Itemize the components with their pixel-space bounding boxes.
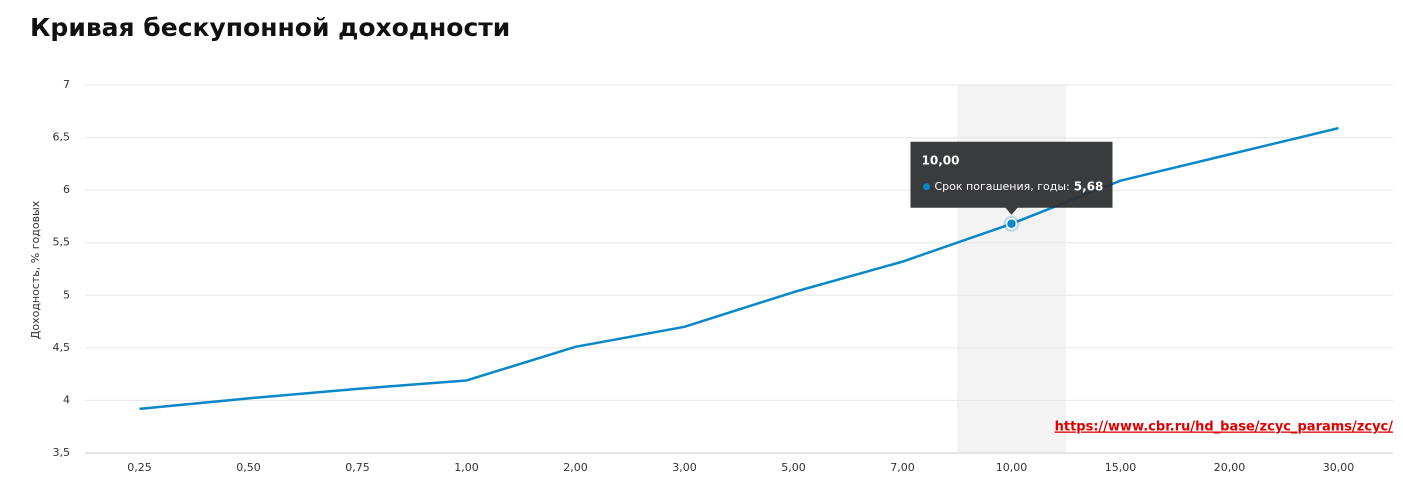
- y-axis-label: Доходность, % годовых: [29, 200, 42, 339]
- y-tick-label: 5,5: [53, 236, 71, 249]
- y-tick-label: 4: [63, 393, 70, 406]
- tooltip-box: [910, 141, 1113, 215]
- source-annotation: https://www.cbr.ru/hd_base/zcyc_params/z…: [1055, 420, 1394, 435]
- x-tick-label: 0,50: [236, 461, 261, 474]
- tooltip-title: 10,00: [922, 153, 960, 167]
- x-tick-label: 7,00: [890, 461, 915, 474]
- x-tick-label: 5,00: [781, 461, 806, 474]
- tooltip-marker: [923, 183, 930, 191]
- x-tick-label: 2,00: [563, 461, 588, 474]
- y-tick-label: 7: [63, 78, 70, 91]
- line-series: [139, 126, 1339, 411]
- tooltip-label: Срок погашения, годы:: [935, 180, 1070, 193]
- tooltip-value: 5,68: [1074, 179, 1104, 193]
- x-tick-label: 3,00: [672, 461, 697, 474]
- x-tick-label: 15,00: [1105, 461, 1137, 474]
- chart-title: Кривая бескупонной доходности: [30, 13, 510, 42]
- x-tick-label: 20,00: [1214, 461, 1246, 474]
- x-tick-label: 30,00: [1323, 461, 1355, 474]
- y-tick-label: 4,5: [53, 341, 71, 354]
- x-tick-label: 0,75: [345, 461, 370, 474]
- x-tick-label: 10,00: [996, 461, 1028, 474]
- y-tick-label: 6,5: [53, 131, 71, 144]
- x-tick-label: 1,00: [454, 461, 479, 474]
- y-tick-label: 5: [63, 288, 70, 301]
- x-tick-label: 0,25: [127, 461, 152, 474]
- hover-band: [957, 85, 1066, 453]
- hover-point: [1005, 218, 1018, 230]
- y-tick-label: 6: [63, 183, 70, 196]
- y-tick-label: 3,5: [53, 446, 71, 459]
